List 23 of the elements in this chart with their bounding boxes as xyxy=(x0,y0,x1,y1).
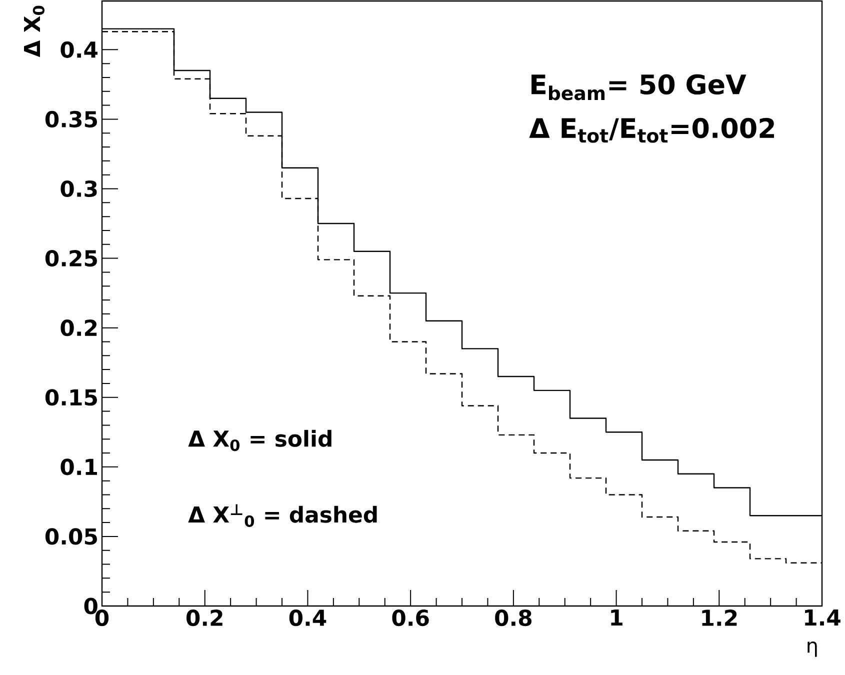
x-tick-label: 1.2 xyxy=(702,610,737,626)
x-tick-label: 1 xyxy=(611,610,622,626)
y-tick-label: 0.15 xyxy=(45,389,97,406)
x-tick-label: 0 xyxy=(95,610,109,626)
y-tick-label: 0.4 xyxy=(60,41,98,58)
y-tick-label: 0.05 xyxy=(45,528,97,545)
y-tick-label: 0.1 xyxy=(60,458,97,476)
x-tick-label: 0.4 xyxy=(289,610,326,626)
x-axis-title: η xyxy=(808,642,817,657)
y-tick-label: 0.2 xyxy=(60,320,97,336)
y-tick-label: 0.35 xyxy=(45,110,97,128)
annotation: Δ X$^{⊥}$$_{0}$ = dashed xyxy=(188,504,377,527)
y-tick-label: 0.25 xyxy=(45,250,97,267)
x-tick-label: 0.8 xyxy=(495,610,532,626)
annotation: Δ X$_{0}$ = solid xyxy=(188,430,332,452)
annotation: Δ E$_{tot}$/E$_{tot}$=0.002 xyxy=(529,118,774,143)
x-tick-label: 1.4 xyxy=(805,610,840,626)
x-tick-label: 0.6 xyxy=(392,610,429,626)
y-tick-label: 0.3 xyxy=(60,180,97,198)
y-axis-title: Δ X$_{0}$ xyxy=(24,6,44,58)
annotation: E$_{beam}$= 50 GeV xyxy=(532,74,746,100)
y-tick-label: 0 xyxy=(84,598,98,614)
x-tick-label: 0.2 xyxy=(186,610,222,626)
